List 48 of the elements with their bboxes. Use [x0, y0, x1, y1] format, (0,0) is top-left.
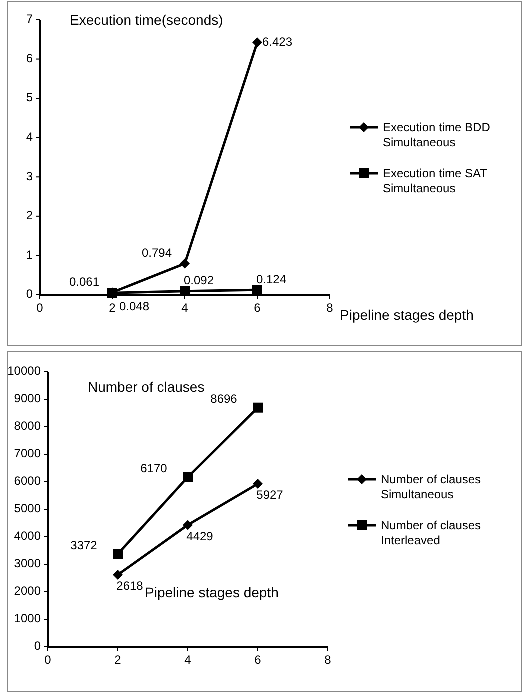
- y-tick-label: 0: [26, 287, 34, 302]
- y-tick-label: 0: [34, 639, 42, 654]
- y-tick-label: 7000: [14, 446, 42, 461]
- y-tick-label: 5000: [14, 502, 42, 516]
- data-label: 5927: [256, 488, 284, 502]
- y-tick-label: 8000: [14, 419, 42, 434]
- data-label: 2618: [116, 579, 144, 594]
- x-axis-title: Pipeline stages depth: [145, 584, 279, 600]
- data-label: 6170: [140, 461, 168, 476]
- legend-label: Execution time BDD Simultaneous: [383, 120, 491, 150]
- x-tick-label: 6: [254, 653, 262, 667]
- y-tick-label: 10000: [8, 364, 42, 378]
- x-tick-label: 2: [114, 653, 122, 667]
- y-tick-label: 7: [26, 12, 34, 26]
- data-label: 8696: [210, 392, 238, 406]
- y-tick-label: 1000: [14, 612, 42, 626]
- y-tick-label: 3000: [14, 556, 42, 571]
- y-axis-title: Execution time(seconds): [70, 12, 224, 28]
- data-label: 0.048: [119, 299, 150, 314]
- x-tick-label: 4: [182, 301, 189, 315]
- y-axis-title: Number of clauses: [88, 379, 205, 395]
- y-tick-label: 2: [26, 208, 34, 223]
- y-tick-label: 2000: [14, 584, 42, 598]
- x-tick-label: 2: [109, 301, 116, 315]
- x-tick-label: 6: [254, 301, 262, 315]
- data-label: 3372: [70, 538, 98, 552]
- x-tick-label: 0: [44, 653, 52, 667]
- y-tick-label: 5: [26, 90, 34, 105]
- data-label: 6.423: [262, 34, 293, 49]
- data-label: 4429: [186, 529, 214, 544]
- y-tick-label: 6: [26, 51, 34, 66]
- x-tick-label: 4: [184, 653, 192, 667]
- legend-label: Number of clauses Interleaved: [381, 518, 482, 548]
- y-tick-label: 9000: [14, 392, 42, 406]
- data-label: 0.092: [184, 274, 214, 288]
- data-label: 0.794: [142, 246, 172, 260]
- data-label: 0.124: [256, 272, 287, 286]
- x-axis-title: Pipeline stages depth: [340, 307, 474, 323]
- x-tick-label: 8: [326, 301, 334, 315]
- y-tick-label: 6000: [14, 474, 42, 488]
- legend-label: Execution time SAT Simultaneous: [383, 166, 488, 196]
- legend-label: Number of clauses Simultaneous: [381, 472, 482, 502]
- y-tick-label: 3: [26, 169, 34, 184]
- data-label: 0.061: [69, 274, 100, 289]
- y-tick-label: 4000: [14, 529, 42, 544]
- y-tick-label: 4: [26, 130, 34, 144]
- x-tick-label: 8: [324, 653, 332, 667]
- y-tick-label: 1: [26, 248, 34, 262]
